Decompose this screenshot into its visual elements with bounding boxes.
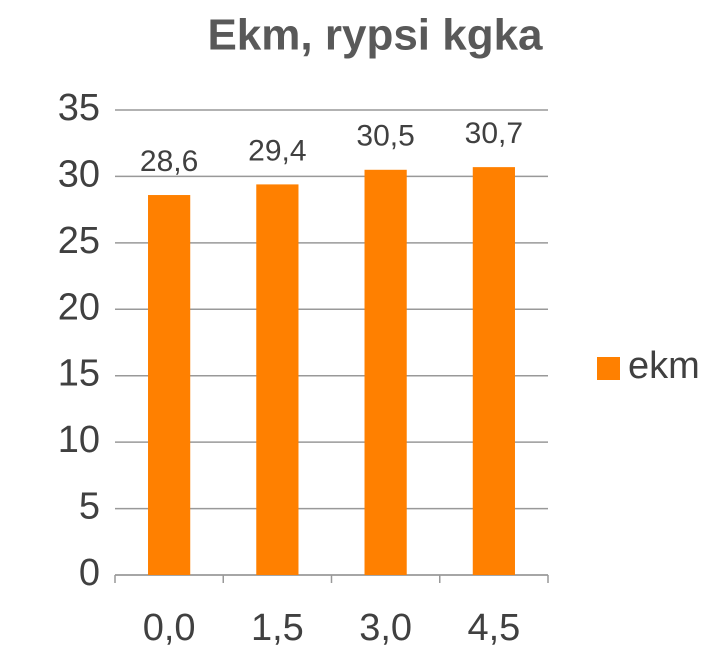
data-label: 28,6 <box>140 145 198 178</box>
data-label: 29,4 <box>248 134 306 167</box>
bar <box>364 169 407 576</box>
x-tick-label: 3,0 <box>359 607 412 645</box>
bar <box>148 195 191 575</box>
y-tick-label: 25 <box>58 220 100 262</box>
bar <box>472 167 515 575</box>
y-tick-label: 30 <box>58 153 100 195</box>
bar <box>256 184 299 575</box>
x-tick-label: 4,5 <box>467 607 520 645</box>
y-tick-label: 35 <box>58 87 100 129</box>
y-tick-label: 5 <box>79 486 100 528</box>
data-label: 30,7 <box>465 117 523 150</box>
x-tick-label: 1,5 <box>251 607 304 645</box>
chart-title: Ekm, rypsi kgka <box>207 11 543 60</box>
legend-label: ekm <box>628 345 700 387</box>
y-tick-label: 20 <box>58 286 100 328</box>
y-tick-label: 15 <box>58 353 100 395</box>
legend-swatch <box>597 357 620 380</box>
data-label: 30,5 <box>356 120 414 153</box>
x-tick-label: 0,0 <box>143 607 196 645</box>
y-tick-label: 10 <box>58 419 100 461</box>
y-tick-label: 0 <box>79 552 100 594</box>
